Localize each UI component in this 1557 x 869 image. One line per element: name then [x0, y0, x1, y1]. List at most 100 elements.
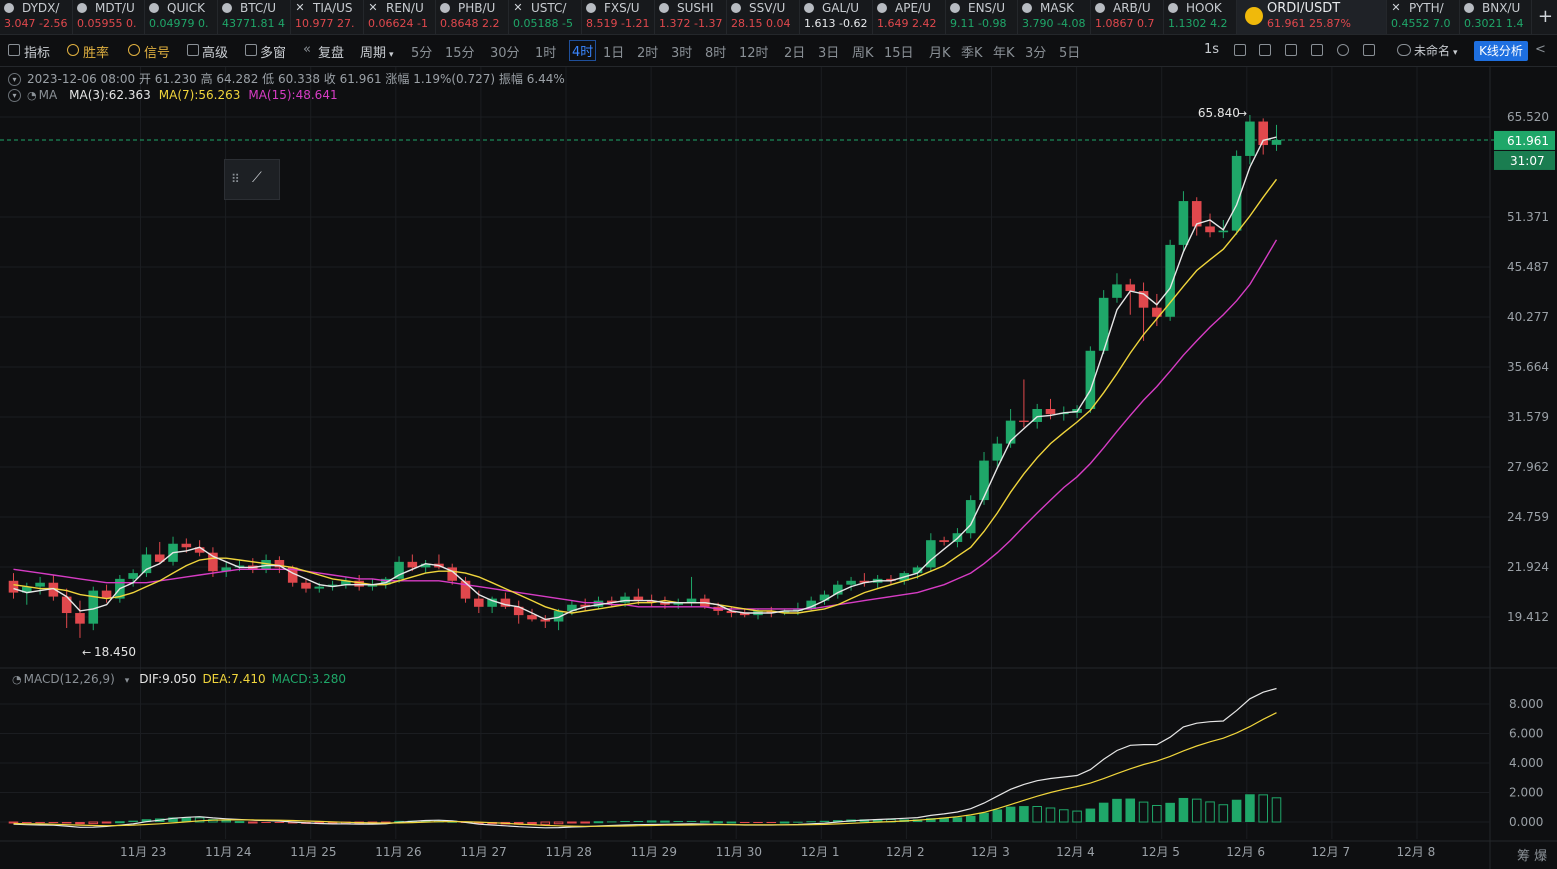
advanced-button[interactable]: 高级 — [202, 46, 229, 61]
candle-body[interactable] — [327, 584, 338, 587]
ticker-tab-ordiusdt[interactable]: ORDI/USDT 61.961 25.87% — [1237, 0, 1387, 34]
period-dropdown[interactable]: 周期 ▾ — [360, 42, 394, 61]
candle-body[interactable] — [527, 615, 537, 620]
ticker-tab-ssvu[interactable]: SSV/U 28.15 0.04 — [727, 0, 800, 34]
period-11[interactable]: 3日 — [818, 46, 840, 61]
period-14[interactable]: 月K — [929, 46, 951, 61]
candle-body[interactable] — [154, 554, 165, 562]
candle-body[interactable] — [965, 500, 976, 534]
close-icon[interactable]: ✕ — [513, 1, 523, 14]
candle-body[interactable] — [1019, 420, 1029, 422]
ticker-tab-tiaus[interactable]: ✕ TIA/US 10.977 27. — [291, 0, 364, 34]
candle-body[interactable] — [1178, 201, 1189, 245]
candle-body[interactable] — [886, 578, 896, 581]
candle-body[interactable] — [61, 596, 72, 614]
candle-body[interactable] — [88, 590, 99, 624]
period-12[interactable]: 周K — [852, 46, 874, 61]
period-8[interactable]: 8时 — [705, 46, 727, 61]
candle-body[interactable] — [22, 586, 32, 593]
candle-body[interactable] — [593, 600, 604, 607]
candle-body[interactable] — [1138, 291, 1149, 308]
candle-body[interactable] — [48, 582, 59, 597]
period-1[interactable]: 15分 — [445, 46, 475, 61]
ticker-tab-ensu[interactable]: ENS/U 9.11 -0.98 — [946, 0, 1018, 34]
candle-body[interactable] — [194, 547, 205, 553]
candle-body[interactable] — [141, 554, 152, 574]
candle-body[interactable] — [567, 604, 577, 611]
ticker-tab-phbu[interactable]: PHB/U 0.8648 2.2 — [436, 0, 509, 34]
candle-body[interactable] — [926, 540, 936, 568]
candle-body[interactable] — [1098, 297, 1109, 351]
candlestick-chart[interactable]: 65.520 51.371 45.487 40.277 35.664 31.579 27.9… — [0, 67, 1557, 869]
camera-icon[interactable] — [1234, 44, 1246, 56]
ticker-tab-pyth[interactable]: ✕ PYTH/0.4552 7.0 — [1387, 0, 1460, 34]
zoom-out-icon[interactable]: 筹 — [1517, 849, 1531, 864]
candle-body[interactable] — [35, 582, 45, 587]
layout-name-dropdown[interactable]: 未命名 ▾ — [1414, 42, 1458, 59]
candle-body[interactable] — [354, 580, 364, 587]
candle-body[interactable] — [779, 610, 790, 614]
bell-icon[interactable]: ◔ — [12, 673, 22, 686]
candle-body[interactable] — [1005, 420, 1016, 444]
candle-body[interactable] — [992, 443, 1003, 461]
candle-body[interactable] — [1112, 284, 1122, 298]
drawing-toolbox[interactable]: ⠿ ⟋ — [224, 159, 280, 200]
kline-analysis-button[interactable]: K线分析 — [1474, 41, 1528, 61]
ticker-tab-hook[interactable]: HOOK 1.1302 4.2 — [1164, 0, 1237, 34]
candle-body[interactable] — [447, 567, 458, 581]
period-5[interactable]: 1日 — [603, 46, 625, 61]
candle-body[interactable] — [606, 600, 617, 603]
candle-body[interactable] — [1205, 226, 1215, 233]
zoom-in-icon[interactable]: 爆 — [1534, 849, 1548, 864]
period-17[interactable]: 3分 — [1025, 46, 1047, 61]
period-0[interactable]: 5分 — [411, 46, 433, 61]
ticker-tab-btcu[interactable]: BTC/U 43771.81 4 — [218, 0, 291, 34]
chevron-down-icon[interactable]: ▾ — [124, 676, 130, 686]
ticker-tab-arbu[interactable]: ARB/U 1.0867 0.7 — [1091, 0, 1164, 34]
ticker-tab-fxsu[interactable]: FXS/U 8.519 -1.21 — [582, 0, 655, 34]
ticker-tab-renu[interactable]: ✕ REN/U 0.06624 -1 — [364, 0, 436, 34]
candle-body[interactable] — [1032, 408, 1042, 422]
candle-body[interactable] — [314, 586, 325, 589]
candle-body[interactable] — [766, 610, 777, 614]
candle-body[interactable] — [261, 559, 271, 570]
candle-body[interactable] — [1231, 155, 1242, 231]
collapse-icon[interactable]: ▾ — [8, 73, 21, 86]
candle-body[interactable] — [726, 610, 737, 614]
candle-body[interactable] — [553, 610, 564, 622]
pen-icon[interactable] — [1259, 44, 1271, 56]
drag-handle-icon[interactable]: ⠿ — [231, 172, 240, 186]
candle-body[interactable] — [287, 567, 298, 583]
candle-body[interactable] — [939, 540, 949, 542]
candle-body[interactable] — [1271, 139, 1282, 145]
period-16[interactable]: 年K — [993, 46, 1015, 61]
candle-body[interactable] — [420, 563, 431, 568]
period-6[interactable]: 2时 — [637, 46, 659, 61]
candle-body[interactable] — [1218, 230, 1229, 233]
candle-body[interactable] — [739, 613, 750, 616]
candle-body[interactable] — [75, 613, 85, 624]
candle-body[interactable] — [686, 598, 697, 603]
period-13[interactable]: 15日 — [884, 46, 914, 61]
candle-body[interactable] — [500, 598, 511, 607]
candle-body[interactable] — [301, 582, 311, 589]
candle-body[interactable] — [487, 598, 497, 607]
candle-body[interactable] — [1152, 307, 1162, 317]
candle-body[interactable] — [620, 596, 630, 603]
candle-body[interactable] — [793, 608, 803, 611]
candle-body[interactable] — [341, 580, 351, 585]
ticker-tab-mdtu[interactable]: MDT/U 0.05955 0. — [73, 0, 145, 34]
candle-body[interactable] — [540, 619, 551, 622]
candle-body[interactable] — [580, 604, 590, 607]
save-icon[interactable] — [1311, 44, 1323, 56]
candle-body[interactable] — [1191, 201, 1202, 227]
candle-body[interactable] — [819, 594, 830, 601]
candle-body[interactable] — [660, 602, 670, 605]
period-2[interactable]: 30分 — [490, 46, 520, 61]
candle-body[interactable] — [367, 584, 378, 587]
candle-body[interactable] — [1258, 121, 1268, 146]
replay-button[interactable]: 复盘 — [318, 46, 345, 61]
period-10[interactable]: 2日 — [784, 46, 806, 61]
add-tab-icon[interactable]: + — [1537, 6, 1553, 27]
ticker-tab-sushi[interactable]: SUSHI 1.372 -1.37 — [655, 0, 727, 34]
